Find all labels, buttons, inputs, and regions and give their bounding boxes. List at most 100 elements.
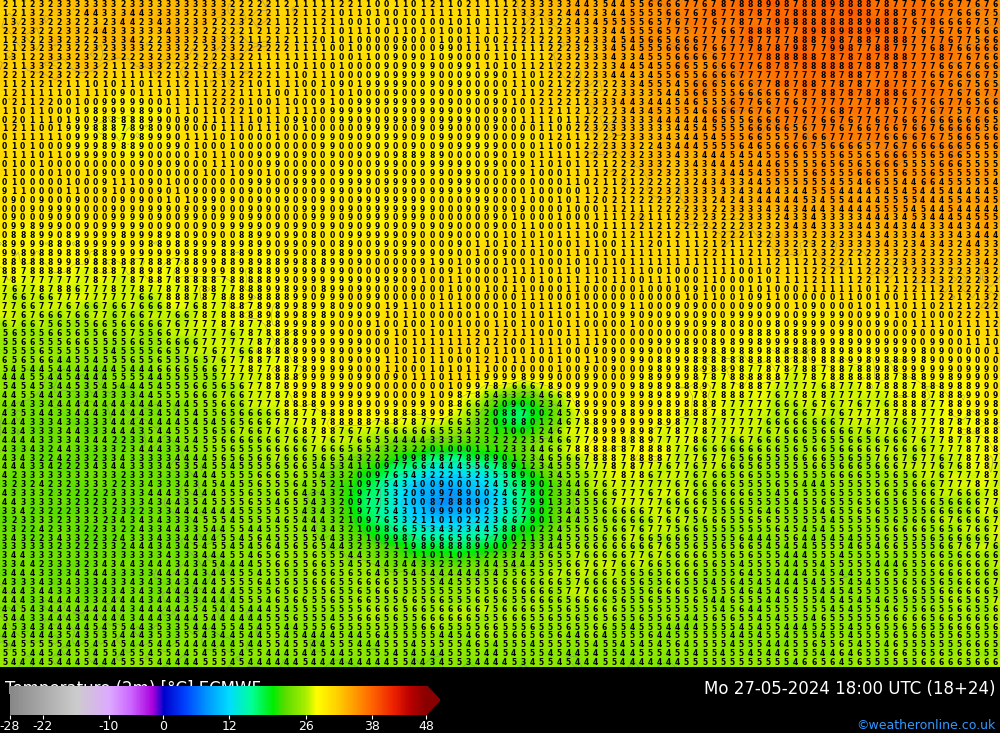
Text: 1: 1 (229, 142, 234, 151)
Text: 5: 5 (538, 649, 543, 658)
Text: 4: 4 (20, 427, 25, 436)
Text: 5: 5 (147, 356, 153, 365)
Text: 8: 8 (802, 18, 807, 26)
Text: 5: 5 (257, 507, 262, 516)
Text: 9: 9 (184, 205, 189, 213)
Text: 4: 4 (747, 605, 753, 614)
Text: 0: 0 (366, 356, 371, 365)
Text: 2: 2 (593, 133, 598, 142)
Text: 0: 0 (93, 213, 98, 222)
Text: 5: 5 (847, 560, 853, 570)
Text: 9: 9 (629, 347, 634, 356)
Text: 6: 6 (247, 409, 253, 418)
Text: 9: 9 (502, 534, 507, 542)
Text: 9: 9 (993, 391, 998, 400)
Text: 0: 0 (375, 374, 380, 383)
Text: 5: 5 (766, 169, 771, 178)
Text: 0: 0 (420, 267, 425, 276)
Text: 1: 1 (293, 0, 298, 9)
Text: 4: 4 (66, 605, 71, 614)
Text: 0: 0 (456, 0, 462, 9)
Text: 1: 1 (566, 178, 571, 187)
Text: 5: 5 (838, 196, 843, 205)
Text: 2: 2 (238, 35, 244, 45)
Text: 9: 9 (738, 338, 744, 347)
Text: 0: 0 (602, 240, 607, 249)
Text: 5: 5 (657, 62, 662, 71)
Text: 9: 9 (238, 240, 244, 249)
Text: 0: 0 (684, 329, 689, 338)
Text: 9: 9 (411, 54, 416, 62)
Text: 4: 4 (220, 551, 225, 560)
Text: 2: 2 (556, 89, 562, 98)
Text: 3: 3 (138, 560, 144, 570)
Text: 6: 6 (502, 614, 507, 622)
Text: 1: 1 (629, 205, 634, 213)
Text: 5: 5 (484, 569, 489, 578)
Text: 5: 5 (566, 596, 571, 605)
Text: 5: 5 (638, 569, 643, 578)
Text: 0: 0 (56, 142, 62, 151)
Text: 0: 0 (284, 133, 289, 142)
Text: 7: 7 (756, 35, 762, 45)
Text: 5: 5 (620, 18, 625, 26)
Text: 0: 0 (156, 125, 162, 133)
Text: 4: 4 (629, 45, 634, 54)
Text: 7: 7 (702, 463, 707, 471)
Text: 9: 9 (329, 133, 334, 142)
Text: 5: 5 (357, 622, 362, 632)
Text: 1: 1 (211, 160, 216, 169)
Text: 4: 4 (2, 587, 7, 596)
Text: 2: 2 (156, 35, 162, 45)
Text: 4: 4 (638, 658, 644, 667)
Text: 5: 5 (929, 649, 934, 658)
Text: 5: 5 (693, 62, 698, 71)
Text: 1: 1 (929, 320, 934, 329)
Text: 3: 3 (856, 240, 862, 249)
Text: 1: 1 (84, 169, 89, 178)
Text: 9: 9 (384, 133, 389, 142)
Text: 9: 9 (75, 196, 80, 205)
Text: 0: 0 (375, 267, 380, 276)
Text: 6: 6 (584, 525, 589, 534)
Text: 2: 2 (256, 9, 262, 18)
Text: 7: 7 (793, 391, 798, 400)
Text: 9: 9 (293, 320, 298, 329)
Text: 4: 4 (447, 631, 453, 641)
Text: 5: 5 (229, 454, 234, 463)
Text: 4: 4 (656, 641, 662, 649)
Text: 7: 7 (802, 374, 807, 383)
Text: 6: 6 (747, 471, 753, 480)
Text: 4: 4 (375, 569, 380, 578)
Text: 6: 6 (829, 116, 834, 125)
Text: 1: 1 (347, 35, 353, 45)
Text: 6: 6 (393, 605, 398, 614)
Text: 5: 5 (638, 587, 643, 596)
Text: 6: 6 (893, 133, 898, 142)
Text: 7: 7 (938, 445, 944, 454)
Text: 8: 8 (93, 107, 98, 116)
Text: 3: 3 (166, 631, 171, 641)
Text: 5: 5 (338, 569, 343, 578)
Text: 5: 5 (984, 18, 989, 26)
Text: 9: 9 (411, 178, 416, 187)
Text: 6: 6 (902, 489, 907, 498)
Text: 6: 6 (675, 569, 680, 578)
Text: 2: 2 (29, 534, 34, 542)
Text: 3: 3 (829, 222, 834, 232)
Text: 6: 6 (56, 320, 62, 329)
Text: 1: 1 (120, 62, 125, 71)
Text: 8: 8 (656, 418, 662, 427)
Text: 5: 5 (820, 151, 825, 160)
Text: 2: 2 (720, 222, 725, 232)
Text: 1: 1 (502, 62, 507, 71)
Text: 3: 3 (102, 525, 107, 534)
Text: 3: 3 (602, 26, 607, 36)
Text: 9: 9 (438, 142, 444, 151)
Text: 4: 4 (375, 560, 380, 570)
Text: 2: 2 (475, 471, 480, 480)
Text: 0: 0 (347, 160, 353, 169)
Text: 6: 6 (229, 445, 234, 454)
Text: 7: 7 (293, 364, 298, 374)
Text: 9: 9 (966, 364, 971, 374)
